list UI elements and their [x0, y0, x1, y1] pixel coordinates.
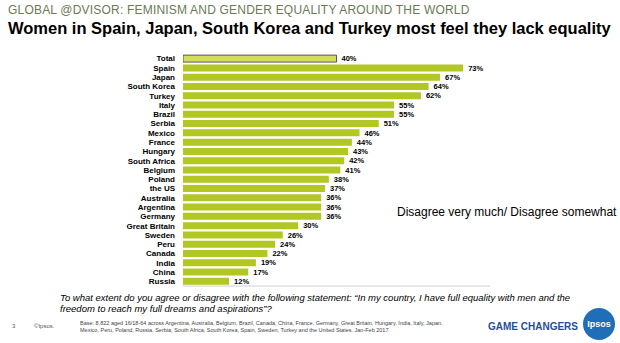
svg-text:55%: 55% — [399, 110, 414, 119]
svg-text:Canada: Canada — [146, 249, 175, 258]
svg-text:24%: 24% — [280, 240, 295, 249]
svg-text:36%: 36% — [326, 203, 341, 212]
svg-text:12%: 12% — [234, 277, 249, 286]
svg-text:France: France — [149, 138, 176, 147]
html-text:3: 3 — [12, 323, 16, 329]
svg-text:Japan: Japan — [152, 73, 175, 82]
svg-text:36%: 36% — [326, 193, 341, 202]
html-text:GAME CHANGERS: GAME CHANGERS — [488, 321, 578, 332]
svg-text:55%: 55% — [399, 101, 414, 110]
svg-text:38%: 38% — [334, 175, 349, 184]
svg-text:67%: 67% — [445, 73, 460, 82]
svg-text:36%: 36% — [326, 212, 341, 221]
html-text:Base: 8,822 aged 16/18-64 acro: Base: 8,822 aged 16/18-64 across Argenti… — [80, 320, 443, 333]
svg-text:Great Britain: Great Britain — [127, 222, 176, 231]
svg-text:26%: 26% — [288, 231, 303, 240]
svg-text:Brazil: Brazil — [153, 110, 175, 119]
svg-text:Peru: Peru — [157, 240, 175, 249]
html-text:Women in Spain, Japan, South K: Women in Spain, Japan, South Korea and T… — [8, 19, 611, 37]
svg-text:30%: 30% — [303, 221, 318, 230]
svg-text:46%: 46% — [365, 129, 380, 138]
svg-text:Argentina: Argentina — [138, 203, 176, 212]
html-text:Disagree very much/ Disagree s: Disagree very much/ Disagree somewhat — [397, 205, 617, 219]
svg-text:73%: 73% — [468, 64, 483, 73]
svg-text:Mexico: Mexico — [148, 129, 175, 138]
svg-text:64%: 64% — [434, 82, 449, 91]
svg-text:40%: 40% — [342, 54, 357, 63]
svg-text:Sweden: Sweden — [145, 231, 175, 240]
svg-text:Belgium: Belgium — [143, 166, 175, 175]
svg-text:44%: 44% — [357, 138, 372, 147]
svg-text:37%: 37% — [330, 184, 345, 193]
svg-text:22%: 22% — [272, 249, 287, 258]
svg-text:Russia: Russia — [149, 277, 176, 286]
svg-text:17%: 17% — [253, 268, 268, 277]
svg-text:Hungary: Hungary — [143, 147, 176, 156]
svg-text:42%: 42% — [349, 156, 364, 165]
svg-text:43%: 43% — [353, 147, 368, 156]
svg-text:Spain: Spain — [153, 64, 175, 73]
svg-text:Italy: Italy — [159, 101, 176, 110]
svg-text:41%: 41% — [345, 166, 360, 175]
svg-text:Turkey: Turkey — [149, 92, 175, 101]
svg-text:Total: Total — [156, 54, 175, 63]
svg-text:South Africa: South Africa — [128, 157, 176, 166]
svg-text:Poland: Poland — [148, 175, 175, 184]
svg-text:62%: 62% — [426, 91, 441, 100]
html-text:©Ipsos.: ©Ipsos. — [34, 323, 55, 329]
svg-text:51%: 51% — [384, 119, 399, 128]
html-text:GLOBAL @DVISOR: FEMINISM AND G: GLOBAL @DVISOR: FEMINISM AND GENDER EQUA… — [8, 3, 470, 17]
svg-text:the US: the US — [150, 184, 176, 193]
svg-text:Serbia: Serbia — [151, 119, 176, 128]
html-text:To what extent do you agree or: To what extent do you agree or disagree … — [60, 292, 571, 314]
svg-text:China: China — [153, 268, 176, 277]
svg-text:South Korea: South Korea — [127, 82, 175, 91]
html-text:Ipsos: Ipsos — [587, 319, 611, 329]
svg-text:India: India — [156, 259, 175, 268]
svg-text:Australia: Australia — [141, 194, 176, 203]
svg-text:Germany: Germany — [140, 212, 175, 221]
svg-text:19%: 19% — [261, 258, 276, 267]
